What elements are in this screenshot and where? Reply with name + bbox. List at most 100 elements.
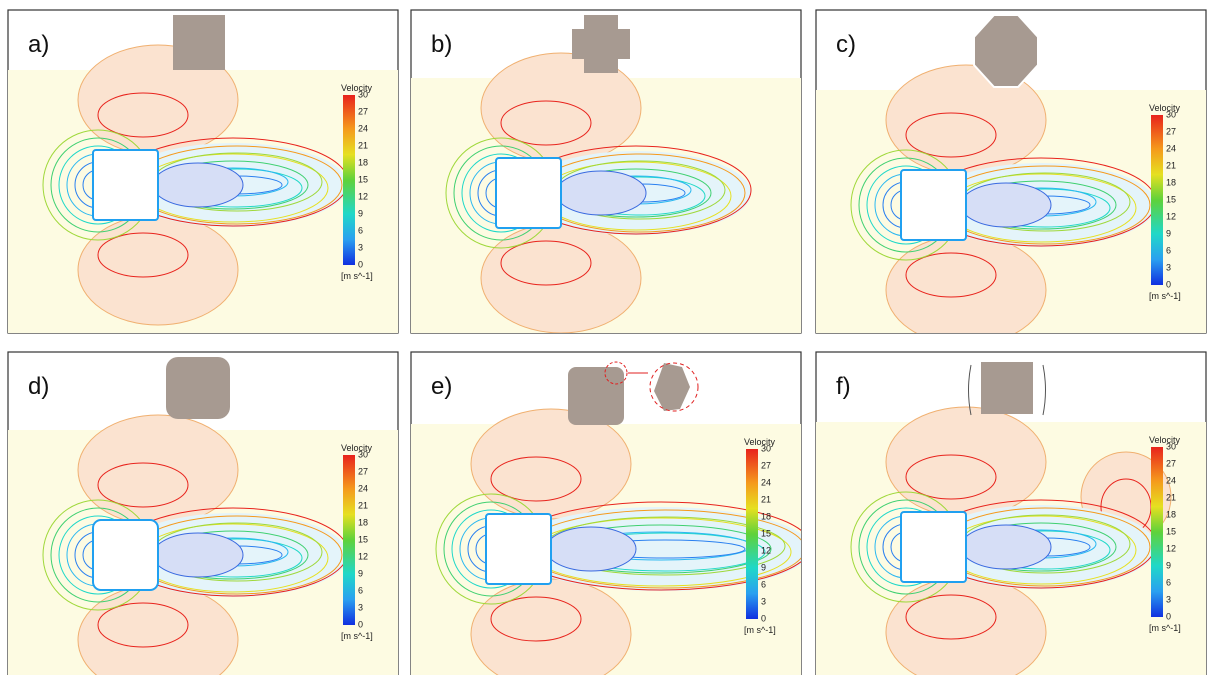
shape-icon: [981, 362, 1033, 414]
panel-label: c): [836, 31, 856, 58]
colorbar-tick: 6: [358, 585, 363, 595]
colorbar-tick: 27: [761, 460, 771, 470]
colorbar: [1151, 115, 1163, 285]
colorbar-tick: 9: [761, 562, 766, 572]
panel-label: a): [28, 31, 49, 58]
wake-core: [556, 171, 646, 215]
colorbar-tick: 0: [358, 619, 363, 629]
colorbar-tick: 12: [761, 545, 771, 555]
colorbar-tick: 9: [1166, 560, 1171, 570]
colorbar-unit: [m s^-1]: [1149, 291, 1181, 301]
colorbar-tick: 18: [1166, 509, 1176, 519]
wake-core: [153, 533, 243, 577]
colorbar-tick: 12: [358, 191, 368, 201]
colorbar-tick: 18: [761, 511, 771, 521]
colorbar-tick: 0: [1166, 611, 1171, 621]
colorbar-tick: 30: [761, 443, 771, 453]
figure: a)Velocity302724211815129630[m s^-1]b)c)…: [0, 0, 1214, 675]
panel: b): [411, 10, 801, 333]
panel-label: e): [431, 373, 452, 400]
colorbar-tick: 15: [1166, 194, 1176, 204]
colorbar-tick: 15: [761, 528, 771, 538]
colorbar-tick: 24: [1166, 475, 1176, 485]
obstacle: [486, 514, 551, 584]
colorbar-tick: 0: [358, 259, 363, 269]
colorbar-tick: 6: [358, 225, 363, 235]
colorbar-tick: 27: [358, 106, 368, 116]
colorbar: [746, 449, 758, 619]
colorbar-tick: 3: [358, 242, 363, 252]
obstacle: [901, 170, 966, 240]
shape-icon: [568, 367, 624, 425]
panel-label: b): [431, 31, 452, 58]
obstacle: [93, 520, 158, 590]
flow-field: [816, 407, 1206, 675]
wake-core: [961, 183, 1051, 227]
colorbar-tick: 15: [358, 174, 368, 184]
colorbar-tick: 9: [358, 208, 363, 218]
colorbar-tick: 24: [761, 477, 771, 487]
colorbar-tick: 27: [1166, 126, 1176, 136]
colorbar-unit: [m s^-1]: [744, 625, 776, 635]
colorbar-tick: 0: [1166, 279, 1171, 289]
colorbar-tick: 21: [761, 494, 771, 504]
obstacle: [901, 512, 966, 582]
panel-label: d): [28, 373, 49, 400]
colorbar: [1151, 447, 1163, 617]
colorbar-tick: 30: [358, 89, 368, 99]
colorbar-tick: 27: [358, 466, 368, 476]
flow-field: [8, 45, 398, 333]
flow-field: [411, 53, 801, 333]
colorbar-tick: 18: [358, 517, 368, 527]
colorbar-tick: 21: [1166, 492, 1176, 502]
colorbar-tick: 27: [1166, 458, 1176, 468]
colorbar-tick: 12: [358, 551, 368, 561]
colorbar-tick: 24: [358, 123, 368, 133]
colorbar-tick: 30: [1166, 441, 1176, 451]
shape-icon: [974, 15, 1038, 87]
colorbar-unit: [m s^-1]: [341, 631, 373, 641]
flow-field: [816, 65, 1206, 345]
colorbar-tick: 9: [1166, 228, 1171, 238]
colorbar-tick: 6: [761, 579, 766, 589]
colorbar-tick: 12: [1166, 211, 1176, 221]
colorbar-tick: 21: [1166, 160, 1176, 170]
colorbar-tick: 18: [358, 157, 368, 167]
flow-field: [8, 415, 398, 675]
colorbar-tick: 3: [358, 602, 363, 612]
colorbar-tick: 0: [761, 613, 766, 623]
colorbar-tick: 24: [1166, 143, 1176, 153]
colorbar-tick: 15: [358, 534, 368, 544]
colorbar-tick: 6: [1166, 245, 1171, 255]
colorbar-tick: 12: [1166, 543, 1176, 553]
colorbar-tick: 24: [358, 483, 368, 493]
obstacle: [496, 158, 561, 228]
colorbar-tick: 21: [358, 140, 368, 150]
colorbar-tick: 30: [1166, 109, 1176, 119]
colorbar-tick: 3: [1166, 594, 1171, 604]
colorbar-tick: 6: [1166, 577, 1171, 587]
colorbar-unit: [m s^-1]: [1149, 623, 1181, 633]
colorbar-tick: 3: [761, 596, 766, 606]
colorbar: [343, 95, 355, 265]
wake-core: [546, 527, 636, 571]
shape-icon: [166, 357, 230, 419]
colorbar-tick: 18: [1166, 177, 1176, 187]
colorbar-unit: [m s^-1]: [341, 271, 373, 281]
colorbar-tick: 3: [1166, 262, 1171, 272]
colorbar: [343, 455, 355, 625]
colorbar-tick: 21: [358, 500, 368, 510]
shape-icon: [173, 15, 225, 70]
wake-core: [153, 163, 243, 207]
wake-core: [961, 525, 1051, 569]
colorbar-tick: 9: [358, 568, 363, 578]
obstacle: [93, 150, 158, 220]
colorbar-tick: 30: [358, 449, 368, 459]
panel-label: f): [836, 373, 851, 400]
colorbar-tick: 15: [1166, 526, 1176, 536]
